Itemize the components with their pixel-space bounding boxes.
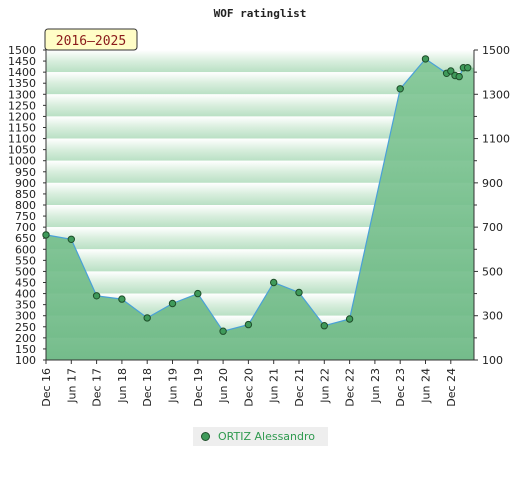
x-tick-label: Dec 19 xyxy=(192,368,205,407)
left-tick-label: 1300 xyxy=(8,88,36,101)
x-tick-label: Jun 21 xyxy=(268,368,281,404)
year-range-badge: 2016–2025 xyxy=(44,28,138,51)
data-points xyxy=(42,55,472,335)
data-point xyxy=(270,278,278,287)
left-tick-label: 150 xyxy=(15,343,36,356)
left-tick-label: 750 xyxy=(15,210,36,223)
data-point xyxy=(168,299,177,308)
data-point xyxy=(143,314,151,322)
right-tick-label: 1300 xyxy=(482,88,510,101)
x-tick-label: Dec 17 xyxy=(91,368,104,407)
left-tick-label: 1350 xyxy=(8,77,36,90)
background-band xyxy=(46,50,474,73)
left-tick-label: 1100 xyxy=(8,133,36,146)
x-tick-label: Jun 22 xyxy=(318,368,331,404)
legend-marker-icon xyxy=(201,432,210,441)
data-point xyxy=(295,288,303,297)
x-tick-label: Jun 19 xyxy=(167,368,180,404)
year-range-label: 2016–2025 xyxy=(56,34,126,49)
x-tick-label: Jun 18 xyxy=(116,368,129,404)
data-point xyxy=(244,320,253,329)
legend-series-label: ORTIZ Alessandro xyxy=(218,430,316,443)
data-point xyxy=(447,67,455,75)
left-tick-label: 450 xyxy=(15,277,36,290)
x-tick-label: Jun 17 xyxy=(65,368,78,404)
area-fill xyxy=(46,58,474,361)
data-point xyxy=(67,235,76,244)
x-tick-label: Dec 20 xyxy=(242,368,255,407)
left-tick-label: 400 xyxy=(15,288,36,301)
right-tick-label: 1500 xyxy=(482,44,510,57)
data-point xyxy=(92,292,101,300)
x-tick-label: Dec 22 xyxy=(344,368,357,407)
data-point xyxy=(194,289,202,298)
x-tick-label: Jun 20 xyxy=(217,368,230,404)
left-tick-label: 1500 xyxy=(8,44,36,57)
background-band xyxy=(46,72,474,95)
left-tick-label: 1200 xyxy=(8,110,36,123)
left-tick-label: 1400 xyxy=(8,66,36,79)
data-point xyxy=(421,55,430,63)
background-band xyxy=(46,138,474,161)
left-tick-label: 1150 xyxy=(8,122,36,135)
x-tick-label: Dec 18 xyxy=(141,368,154,407)
left-tick-label: 100 xyxy=(15,354,36,367)
left-tick-label: 900 xyxy=(15,177,36,190)
background-band xyxy=(46,182,474,205)
background-band xyxy=(46,160,474,183)
x-tick-label: Jun 23 xyxy=(369,368,382,404)
x-tick-label: Dec 21 xyxy=(293,368,306,407)
background-band xyxy=(46,94,474,117)
right-tick-label: 500 xyxy=(482,265,503,278)
left-tick-label: 1000 xyxy=(8,155,36,168)
x-tick-label: Dec 24 xyxy=(445,368,458,407)
left-tick-label: 300 xyxy=(15,310,36,323)
data-point xyxy=(455,72,463,81)
left-tick-label: 250 xyxy=(15,321,36,334)
right-tick-label: 1100 xyxy=(482,133,510,146)
right-tick-label: 700 xyxy=(482,221,503,234)
background-band xyxy=(46,205,474,228)
left-tick-label: 700 xyxy=(15,221,36,234)
data-point xyxy=(42,231,50,239)
background-band xyxy=(46,116,474,139)
data-point xyxy=(118,295,126,303)
axes: 1001502002503003504004505005506006507007… xyxy=(8,44,510,407)
x-tick-label: Dec 23 xyxy=(394,368,407,407)
legend: ORTIZ Alessandro xyxy=(193,427,328,446)
data-point xyxy=(345,315,354,323)
right-tick-label: 100 xyxy=(482,354,503,367)
left-tick-label: 550 xyxy=(15,254,36,267)
left-tick-label: 1450 xyxy=(8,55,36,68)
left-tick-label: 1250 xyxy=(8,99,36,112)
left-tick-label: 950 xyxy=(15,166,36,179)
data-point xyxy=(464,64,472,72)
left-tick-label: 650 xyxy=(15,232,36,245)
data-point xyxy=(320,322,328,330)
left-tick-label: 500 xyxy=(15,265,36,278)
chart-title: WOF ratinglist xyxy=(214,7,307,20)
left-tick-label: 850 xyxy=(15,188,36,201)
data-point xyxy=(219,327,227,335)
left-tick-label: 800 xyxy=(15,199,36,212)
x-tick-label: Dec 16 xyxy=(40,368,53,407)
left-tick-label: 1050 xyxy=(8,144,36,157)
left-tick-label: 200 xyxy=(15,332,36,345)
right-tick-label: 900 xyxy=(482,177,503,190)
data-point xyxy=(396,85,404,93)
x-tick-label: Jun 24 xyxy=(420,368,433,404)
left-tick-label: 600 xyxy=(15,243,36,256)
left-tick-label: 350 xyxy=(15,299,36,312)
right-tick-label: 300 xyxy=(482,310,503,323)
